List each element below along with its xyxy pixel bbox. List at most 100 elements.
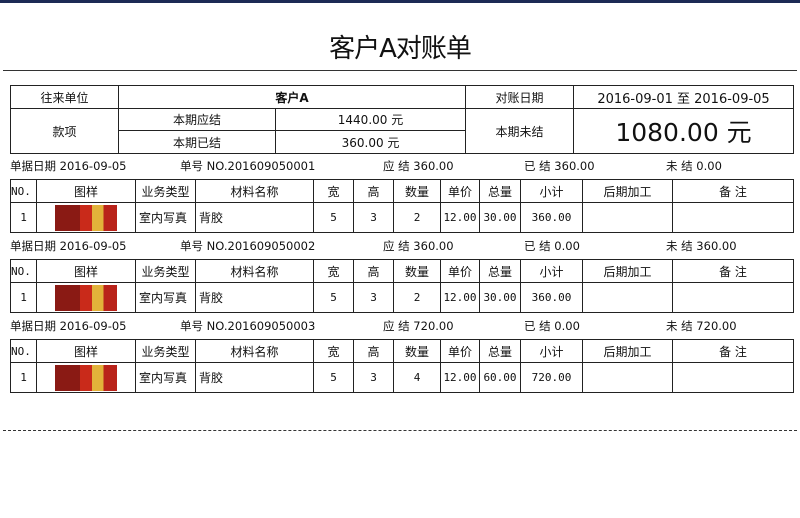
order-date: 单据日期 2016-09-05 [10,159,127,173]
cell-note [672,202,794,233]
column-header: 数量 [393,259,441,283]
order-due: 应 结 720.00 [383,319,454,333]
partner-value: 客户A [117,85,467,109]
cell-material: 背胶 [195,202,314,233]
top-border [0,0,800,3]
table-header: NO. 图样 业务类型 材料名称宽高数量 单价 总量 小计 后期加工备 注 [10,259,794,283]
column-header: 总量 [479,179,521,203]
cell-subtotal: 360.00 [520,282,583,313]
column-header: 宽 [313,259,354,283]
order-number: 单号 NO.201609050001 [180,159,316,173]
column-header: 小计 [520,339,583,363]
cell-material: 背胶 [195,362,314,393]
table-row: 1 室内写真 背胶 5 3 4 12.00 60.00 720.00 [10,362,794,393]
table-row: 1 室内写真 背胶 5 3 2 12.00 30.00 360.00 [10,202,794,233]
cell-type: 室内写真 [135,282,196,313]
page-title: 客户A对账单 [329,34,472,64]
order-due: 应 结 360.00 [383,159,454,173]
item-label: 款项 [10,108,119,154]
column-header: 总量 [479,339,521,363]
column-header: 单价 [440,179,480,203]
order-paid: 已 结 0.00 [524,319,580,333]
cell-price: 12.00 [440,362,480,393]
column-header: 宽 [313,339,354,363]
sample-image[interactable] [55,204,117,231]
column-header: 单价 [440,259,480,283]
sample-image-cell [36,202,136,233]
order-due: 应 结 360.00 [383,239,454,253]
cell-total: 30.00 [479,202,521,233]
column-header: NO. [10,339,37,363]
column-header: 后期加工 [582,259,673,283]
cell-w: 5 [313,282,354,313]
column-header: 图样 [36,179,136,203]
order-unpaid: 未 结 0.00 [666,159,722,173]
column-header: 数量 [393,179,441,203]
order-table: NO. 图样 业务类型 材料名称宽高数量 单价 总量 小计 后期加工备 注 1 室内写真 背胶 5 3 2… [10,259,794,313]
cell-no: 1 [10,202,37,233]
column-header: 单价 [440,339,480,363]
column-header: 业务类型 [135,339,196,363]
date-label: 对账日期 [465,85,575,109]
cell-material: 背胶 [195,282,314,313]
column-header: 后期加工 [582,339,673,363]
order-paid: 已 结 0.00 [524,239,580,253]
summary-table: 往来单位 客户A 对账日期 2016-09-01 至 2016-09-05 款项… [10,85,795,154]
cell-subtotal: 360.00 [520,202,583,233]
paid-label: 本期已结 [118,130,276,154]
cell-note [672,362,794,393]
cell-h: 3 [353,362,394,393]
order-paid: 已 结 360.00 [524,159,595,173]
sample-image-cell [36,362,136,393]
partner-label: 往来单位 [10,85,119,109]
unpaid-value: 1080.00 元 [573,108,795,154]
page-break-line [3,430,797,431]
cell-no: 1 [10,282,37,313]
column-header: 小计 [520,179,583,203]
column-header: NO. [10,179,37,203]
cell-post [582,362,673,393]
sample-image[interactable] [55,364,117,391]
cell-qty: 2 [393,202,441,233]
column-header: 高 [353,259,394,283]
cell-w: 5 [313,362,354,393]
order-unpaid: 未 结 360.00 [666,239,737,253]
cell-type: 室内写真 [135,362,196,393]
column-header: 备 注 [672,259,794,283]
cell-h: 3 [353,202,394,233]
cell-h: 3 [353,282,394,313]
column-header: 后期加工 [582,179,673,203]
column-header: 高 [353,179,394,203]
column-header: 总量 [479,259,521,283]
paid-value: 360.00 元 [274,130,467,154]
cell-type: 室内写真 [135,202,196,233]
column-header: 备 注 [672,339,794,363]
table-header: NO. 图样 业务类型 材料名称宽高数量 单价 总量 小计 后期加工备 注 [10,179,794,203]
column-header: 备 注 [672,179,794,203]
sample-image-cell [36,282,136,313]
divider [3,70,797,71]
order-summary: 单据日期 2016-09-05 单号 NO.201609050002 应 结 3… [10,235,793,255]
order-summary: 单据日期 2016-09-05 单号 NO.201609050001 应 结 3… [10,155,793,175]
order-summary: 单据日期 2016-09-05 单号 NO.201609050003 应 结 7… [10,315,793,335]
cell-price: 12.00 [440,202,480,233]
column-header: 高 [353,339,394,363]
cell-post [582,202,673,233]
column-header: 数量 [393,339,441,363]
unpaid-label: 本期未结 [465,108,575,154]
order-unpaid: 未 结 720.00 [666,319,737,333]
sample-image[interactable] [55,284,117,311]
due-value: 1440.00 元 [274,108,467,131]
table-header: NO. 图样 业务类型 材料名称宽高数量 单价 总量 小计 后期加工备 注 [10,339,794,363]
order-date: 单据日期 2016-09-05 [10,319,127,333]
cell-total: 30.00 [479,282,521,313]
cell-no: 1 [10,362,37,393]
cell-qty: 4 [393,362,441,393]
order-date: 单据日期 2016-09-05 [10,239,127,253]
order-number: 单号 NO.201609050002 [180,239,316,253]
order-number: 单号 NO.201609050003 [180,319,316,333]
order-table: NO. 图样 业务类型 材料名称宽高数量 单价 总量 小计 后期加工备 注 1 室内写真 背胶 5 3 2… [10,179,794,233]
table-row: 1 室内写真 背胶 5 3 2 12.00 30.00 360.00 [10,282,794,313]
column-header: 材料名称 [195,179,314,203]
cell-qty: 2 [393,282,441,313]
